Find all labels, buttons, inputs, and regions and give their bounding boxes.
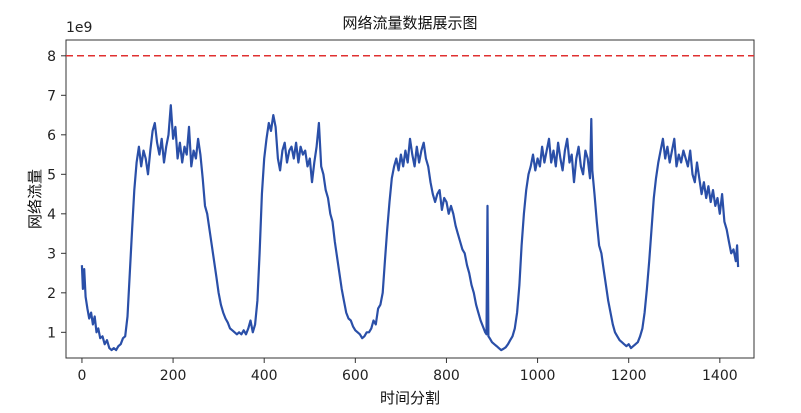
chart-title: 网络流量数据展示图 [342, 14, 477, 32]
x-tick-label: 1400 [702, 368, 738, 384]
x-tick-label: 0 [77, 368, 86, 384]
y-tick-label: 3 [47, 246, 56, 262]
y-axis-label: 网络流量 [26, 169, 44, 229]
x-axis-label: 时间分割 [380, 389, 440, 407]
y-tick-label: 7 [47, 88, 56, 104]
y-axis-ticks: 1 2 3 4 5 6 7 8 [47, 49, 66, 341]
x-axis-ticks: 0 200 400 600 800 1000 1200 1400 [77, 358, 738, 384]
y-tick-label: 4 [47, 207, 56, 223]
x-tick-label: 400 [251, 368, 278, 384]
y-multiplier-label: 1e9 [66, 20, 92, 36]
plot-area-frame [65, 39, 755, 359]
x-tick-label: 1200 [611, 368, 647, 384]
series-line [80, 104, 740, 352]
x-tick-label: 800 [433, 368, 460, 384]
y-tick-label: 6 [47, 128, 56, 144]
x-tick-label: 600 [342, 368, 369, 384]
y-tick-label: 2 [47, 286, 56, 302]
y-tick-label: 8 [47, 49, 56, 65]
y-tick-label: 5 [47, 167, 56, 183]
y-tick-label: 1 [47, 325, 56, 341]
x-tick-label: 1000 [520, 368, 556, 384]
x-tick-label: 200 [160, 368, 187, 384]
